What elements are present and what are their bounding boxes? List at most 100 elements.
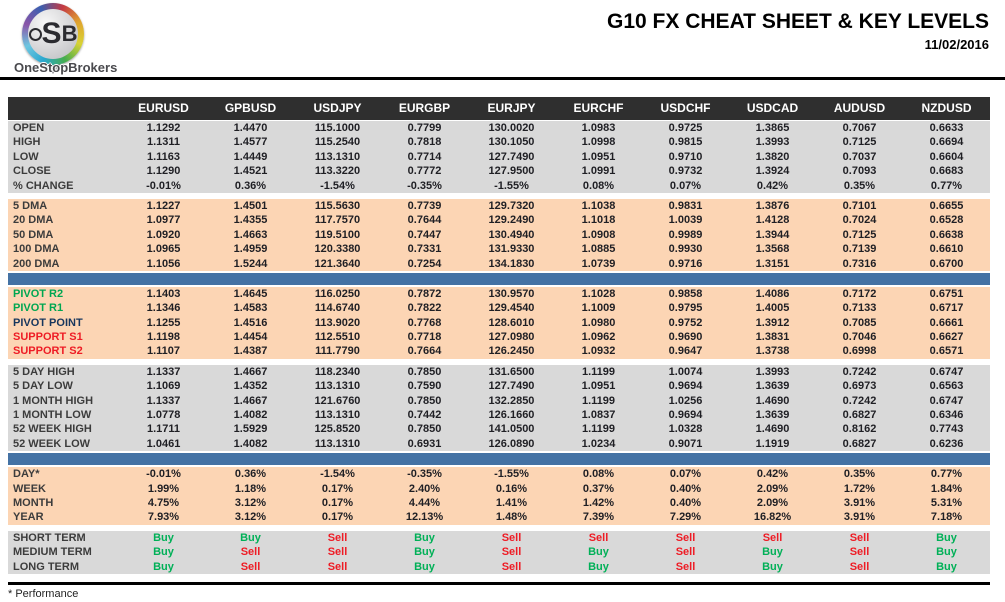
- value-cell: 1.1107: [146, 345, 181, 358]
- table-row: PIVOT R1 1.1346 1.4583 114.6740 0.7822 129.45…: [8, 301, 990, 315]
- value-cell: -0.01%: [146, 468, 181, 481]
- value-cell: 126.0890: [488, 437, 535, 450]
- value-cell: 0.7850: [407, 394, 442, 407]
- value-cell: 0.7442: [407, 409, 442, 422]
- value-cell: 0.6683: [929, 165, 964, 178]
- footnote: * Performance: [8, 587, 79, 600]
- logo-letter-b: B: [61, 21, 78, 46]
- value-cell: 1.3944: [755, 228, 790, 241]
- value-cell: 0.7644: [407, 214, 442, 227]
- row-label: PIVOT R2: [13, 287, 64, 300]
- value-cell: 1.1009: [581, 302, 616, 315]
- table-body: OPEN 1.1292 1.4470 115.1000 0.7799 130.0020 1.…: [8, 121, 990, 574]
- row-label: OPEN: [13, 122, 45, 134]
- table-row: 5 DAY HIGH 1.1337 1.4667 118.2340 0.7850 131.…: [8, 365, 990, 379]
- value-cell: 0.35%: [843, 179, 876, 192]
- value-cell: 114.6740: [314, 302, 361, 315]
- value-cell: 0.07%: [669, 179, 702, 192]
- table-row: CLOSE 1.1290 1.4521 113.3220 0.7772 127.9500 1…: [8, 164, 990, 178]
- value-cell: 111.7790: [315, 345, 360, 358]
- value-cell: 0.7822: [407, 302, 442, 315]
- value-cell: 0.7872: [407, 287, 442, 300]
- value-cell: 1.3568: [755, 243, 790, 256]
- value-cell: 127.7490: [488, 380, 535, 393]
- value-cell: 1.1028: [581, 287, 616, 300]
- value-cell: 121.3640: [314, 257, 361, 270]
- value-cell: 0.7850: [407, 365, 442, 378]
- row-label: 100 DMA: [13, 243, 60, 256]
- value-cell: 1.48%: [495, 511, 528, 524]
- column-header-audusd: AUDUSD: [833, 101, 886, 115]
- value-cell: 1.4086: [755, 287, 790, 300]
- signal-cell: Buy: [414, 546, 435, 559]
- value-cell: 0.7172: [842, 287, 877, 300]
- value-cell: 1.1403: [146, 287, 181, 300]
- value-cell: 1.1346: [146, 302, 181, 315]
- separator-bar: [8, 453, 990, 466]
- column-header-gpbusd: GPBUSD: [224, 101, 277, 115]
- table-row: LONG TERM Buy Sell Sell Buy Sell Buy Sell Buy Sel…: [8, 560, 990, 574]
- value-cell: -0.35%: [407, 179, 442, 192]
- value-cell: -1.55%: [494, 179, 529, 192]
- value-cell: 126.1660: [488, 409, 535, 422]
- column-header-eurgbp: EURGBP: [398, 101, 451, 115]
- value-cell: 130.1050: [488, 136, 535, 149]
- value-cell: 7.18%: [930, 511, 963, 524]
- value-cell: 0.6610: [929, 243, 964, 256]
- value-cell: 1.1290: [146, 165, 181, 178]
- value-cell: 7.39%: [582, 511, 615, 524]
- value-cell: 0.6751: [929, 287, 964, 300]
- signal-cell: Sell: [762, 531, 783, 544]
- value-cell: 0.9694: [668, 380, 703, 393]
- value-cell: 1.1255: [146, 316, 181, 329]
- value-cell: 0.6638: [929, 228, 964, 241]
- value-cell: -0.01%: [146, 179, 181, 192]
- value-cell: 1.0908: [581, 228, 616, 241]
- value-cell: 1.1199: [581, 394, 616, 407]
- value-cell: 1.4449: [233, 150, 268, 163]
- table-row: SHORT TERM Buy Buy Sell Buy Sell Sell Sell Sell S…: [8, 531, 990, 545]
- value-cell: 0.6604: [929, 150, 964, 163]
- value-cell: 1.1056: [146, 257, 181, 270]
- row-label: 5 DMA: [13, 199, 48, 212]
- value-cell: 1.4128: [755, 214, 790, 227]
- value-cell: 0.6998: [842, 345, 877, 358]
- value-cell: -1.55%: [494, 468, 529, 481]
- value-cell: 1.4082: [233, 409, 268, 422]
- signal-cell: Sell: [240, 546, 261, 559]
- row-label: 5 DAY LOW: [13, 380, 73, 393]
- value-cell: 112.5510: [314, 331, 361, 344]
- value-cell: 0.7850: [407, 423, 442, 436]
- value-cell: 0.9930: [668, 243, 703, 256]
- table-row: 52 WEEK LOW 1.0461 1.4082 113.1310 0.6931 126…: [8, 437, 990, 451]
- value-cell: 131.6500: [488, 365, 535, 378]
- value-cell: 1.0920: [146, 228, 181, 241]
- value-cell: 0.7664: [407, 345, 442, 358]
- row-label: MONTH: [13, 496, 54, 509]
- table-row: DAY* -0.01% 0.36% -1.54% -0.35% -1.55% 0.08% 0.…: [8, 467, 990, 481]
- value-cell: 0.7242: [842, 394, 877, 407]
- value-cell: 3.12%: [234, 496, 267, 509]
- value-cell: 1.1337: [146, 365, 181, 378]
- value-cell: 0.7739: [407, 199, 442, 212]
- value-cell: 1.0461: [146, 437, 181, 450]
- value-cell: 113.3220: [314, 165, 361, 178]
- value-cell: 0.07%: [669, 468, 702, 481]
- value-cell: 0.9752: [668, 316, 703, 329]
- value-cell: 117.7570: [314, 214, 361, 227]
- value-cell: 1.1163: [146, 150, 181, 163]
- value-cell: 0.40%: [669, 496, 702, 509]
- value-cell: 0.7254: [407, 257, 442, 270]
- page-footer: * Performance: [8, 581, 990, 600]
- value-cell: 115.5630: [314, 199, 361, 212]
- value-cell: 127.9500: [488, 165, 535, 178]
- value-cell: 1.1711: [146, 423, 181, 436]
- value-cell: 0.6661: [929, 316, 964, 329]
- value-cell: 0.7125: [842, 136, 877, 149]
- table-row: HIGH 1.1311 1.4577 115.2540 0.7818 130.1050 1.…: [8, 135, 990, 149]
- value-cell: 1.3639: [755, 409, 790, 422]
- row-label: DAY*: [13, 468, 40, 481]
- value-cell: 0.7093: [842, 165, 877, 178]
- value-cell: 1.0962: [581, 331, 616, 344]
- value-cell: 4.44%: [408, 496, 441, 509]
